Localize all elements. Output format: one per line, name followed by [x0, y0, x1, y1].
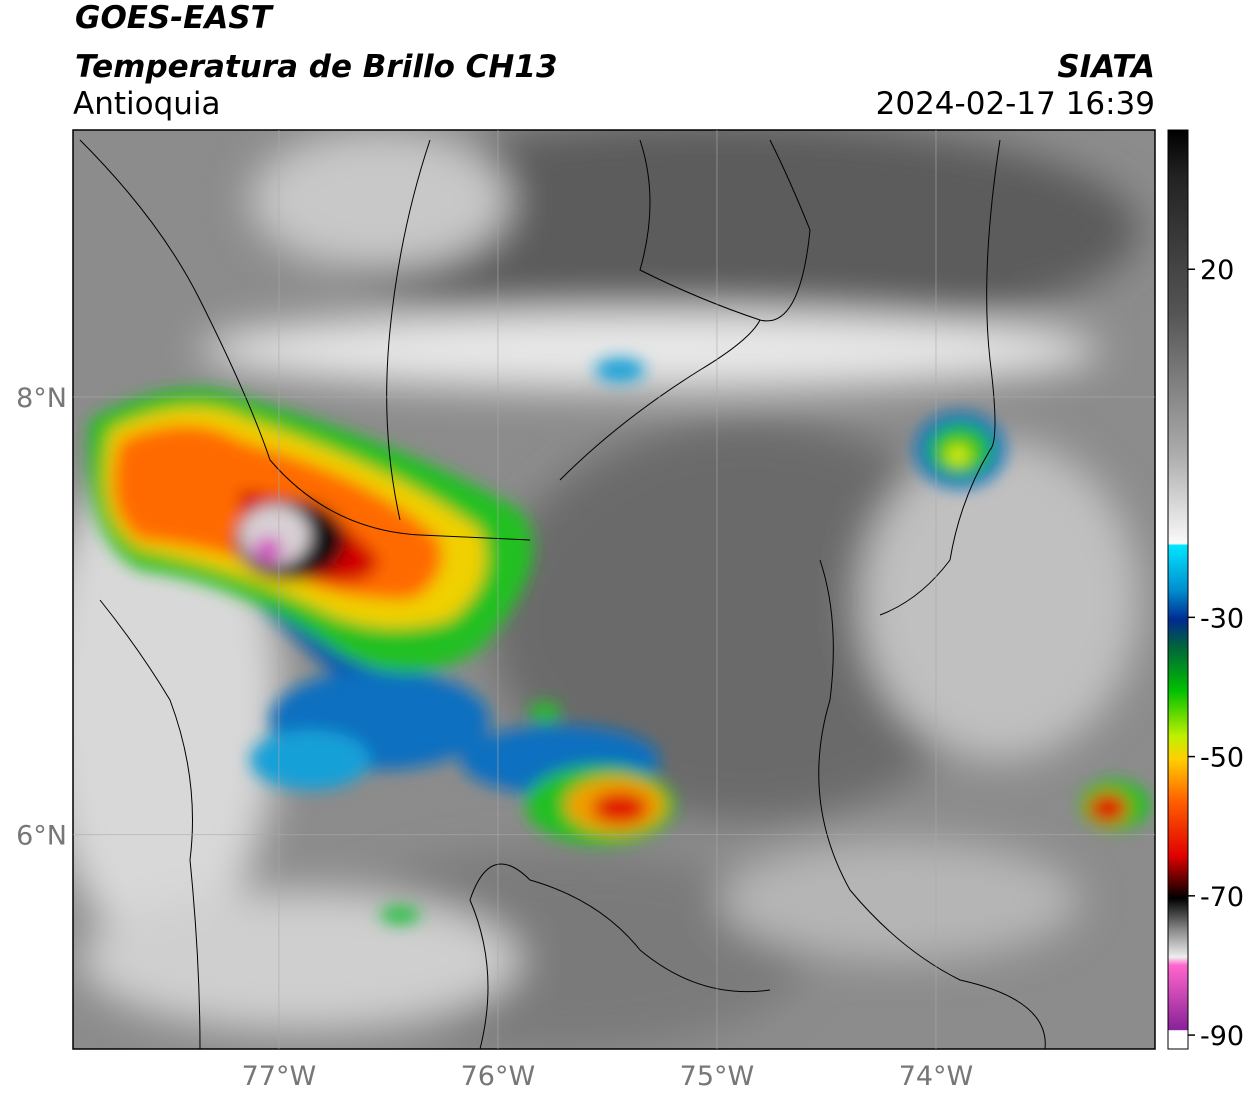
colorbar-tick-label: -70	[1200, 882, 1244, 913]
y-tick-label: 6°N	[16, 821, 67, 852]
x-tick-label: 76°W	[461, 1061, 536, 1092]
region: Antioquia	[73, 86, 221, 122]
colorbar-tick-label: -30	[1200, 603, 1244, 634]
x-tick-label: 77°W	[242, 1061, 317, 1092]
map-frame	[72, 129, 1156, 1050]
colorbar-tick-label: 20	[1200, 255, 1234, 286]
satellite-name: GOES-EAST	[75, 0, 275, 36]
satellite-image	[73, 130, 1155, 1049]
organization: SIATA	[1057, 49, 1155, 85]
datetime: 2024-02-17 16:39	[876, 86, 1155, 122]
x-tick-label: 75°W	[680, 1061, 755, 1092]
x-tick-label: 74°W	[899, 1061, 974, 1092]
product-title: Temperatura de Brillo CH13	[75, 49, 558, 85]
y-tick-label: 8°N	[16, 383, 67, 414]
colorbar	[1167, 129, 1189, 1050]
colorbar-tick-label: -90	[1200, 1021, 1244, 1052]
colorbar-tick-label: -50	[1200, 743, 1244, 774]
